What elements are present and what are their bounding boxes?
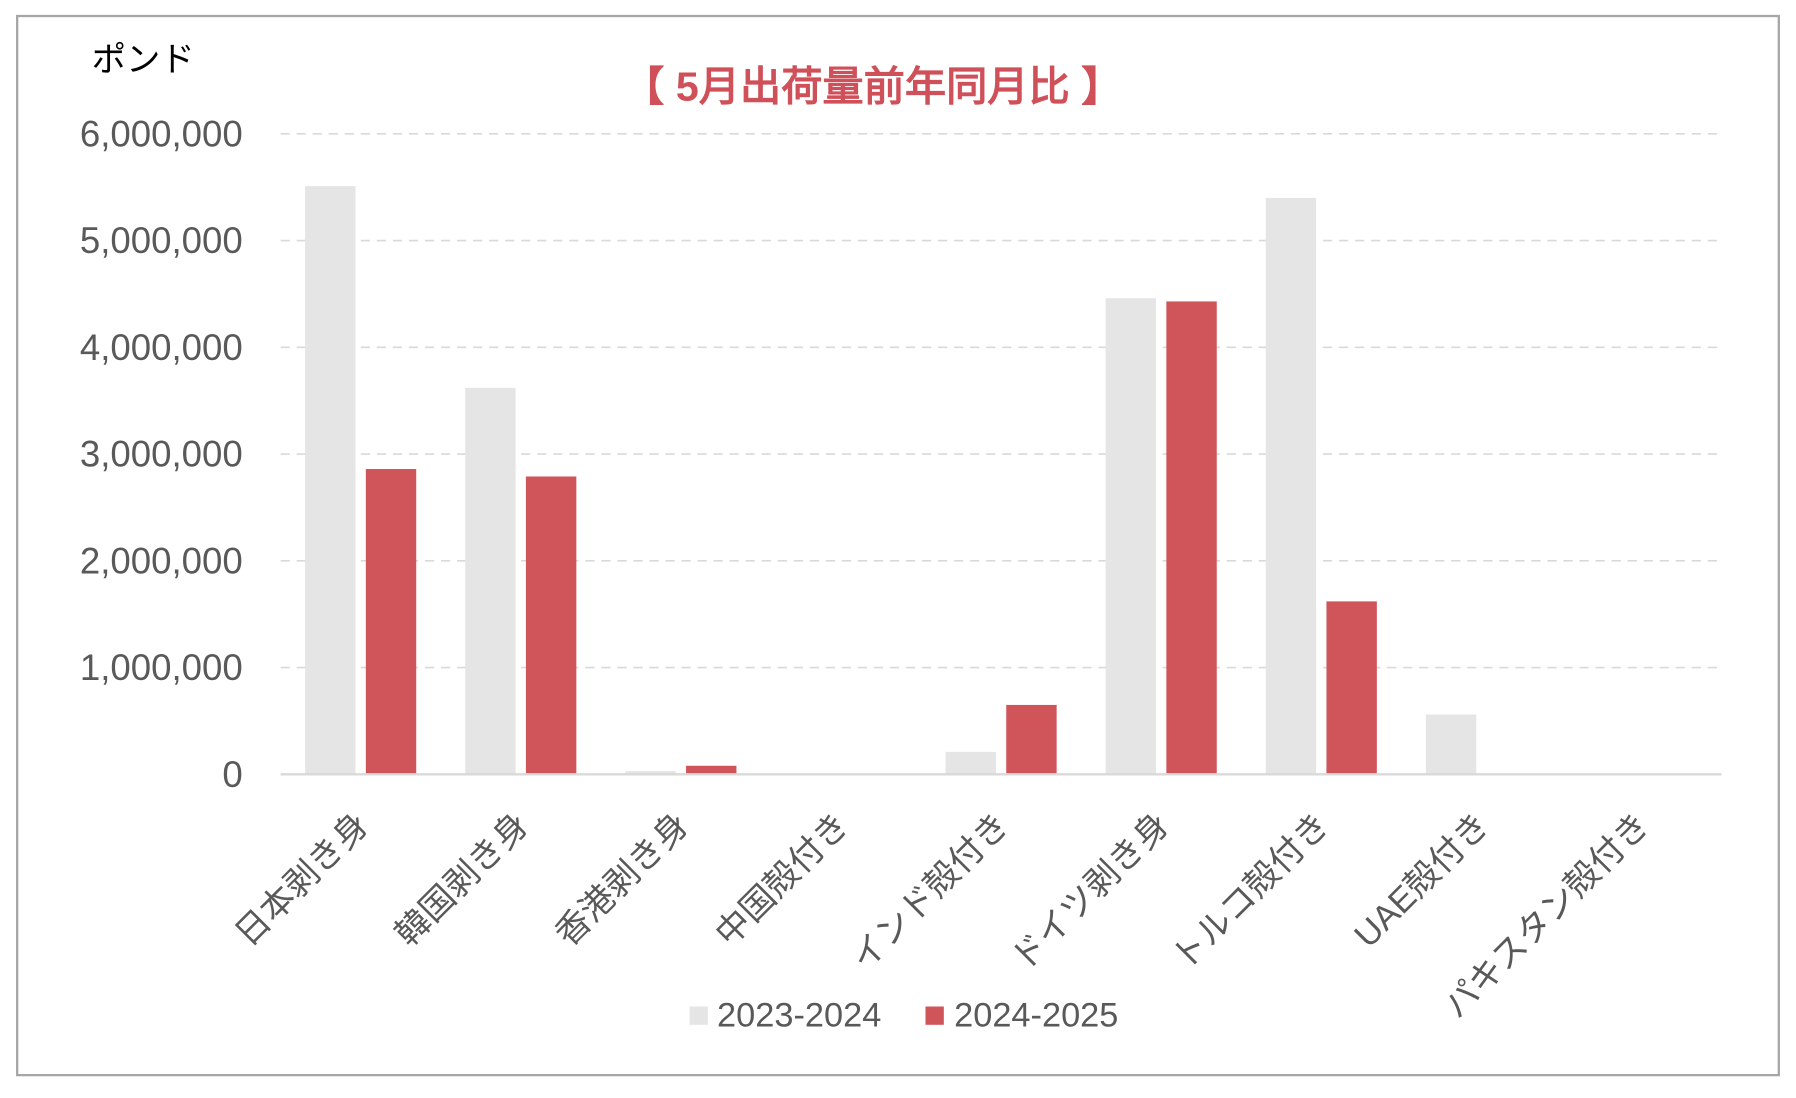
bar-2024-2025-6 — [1326, 601, 1377, 775]
y-tick-label: 2,000,000 — [80, 540, 243, 581]
legend-swatch — [689, 1006, 708, 1025]
bar-2023-2024-5 — [1105, 298, 1157, 775]
bar-2023-2024-4 — [945, 751, 996, 775]
y-axis-unit-label: ポンド — [92, 41, 195, 79]
y-tick-label: 0 — [222, 754, 242, 795]
bar-2024-2025-1 — [525, 476, 577, 775]
bar-2024-2025-4 — [1006, 704, 1057, 775]
legend: 2023-2024 2024-2025 — [689, 997, 1118, 1035]
bar-2023-2024-0 — [305, 186, 356, 775]
chart-title: 【 5月出荷量前年同月比 】 — [623, 64, 1122, 110]
y-tick-label: 3,000,000 — [80, 434, 243, 475]
bar-2024-2025-0 — [365, 469, 417, 775]
bars — [305, 186, 1477, 775]
legend-label: 2023-2024 — [717, 997, 881, 1035]
legend-item-2023-2024: 2023-2024 — [689, 997, 881, 1035]
y-tick-label: 1,000,000 — [80, 647, 243, 688]
bar-2023-2024-2 — [625, 771, 676, 775]
bar-2023-2024-6 — [1265, 197, 1317, 775]
bar-2023-2024-1 — [465, 387, 516, 775]
legend-item-2024-2025: 2024-2025 — [925, 997, 1118, 1035]
bar-2023-2024-7 — [1425, 714, 1477, 775]
y-tick-label: 6,000,000 — [80, 113, 243, 154]
legend-swatch — [925, 1006, 944, 1025]
y-tick-label: 5,000,000 — [80, 220, 243, 261]
bar-2024-2025-2 — [686, 765, 737, 775]
y-axis-labels: 0 1,000,000 2,000,000 3,000,000 4,000,000 5,0… — [80, 113, 243, 794]
legend-label: 2024-2025 — [954, 997, 1118, 1035]
y-tick-label: 4,000,000 — [80, 327, 243, 368]
bar-2024-2025-5 — [1166, 301, 1217, 775]
